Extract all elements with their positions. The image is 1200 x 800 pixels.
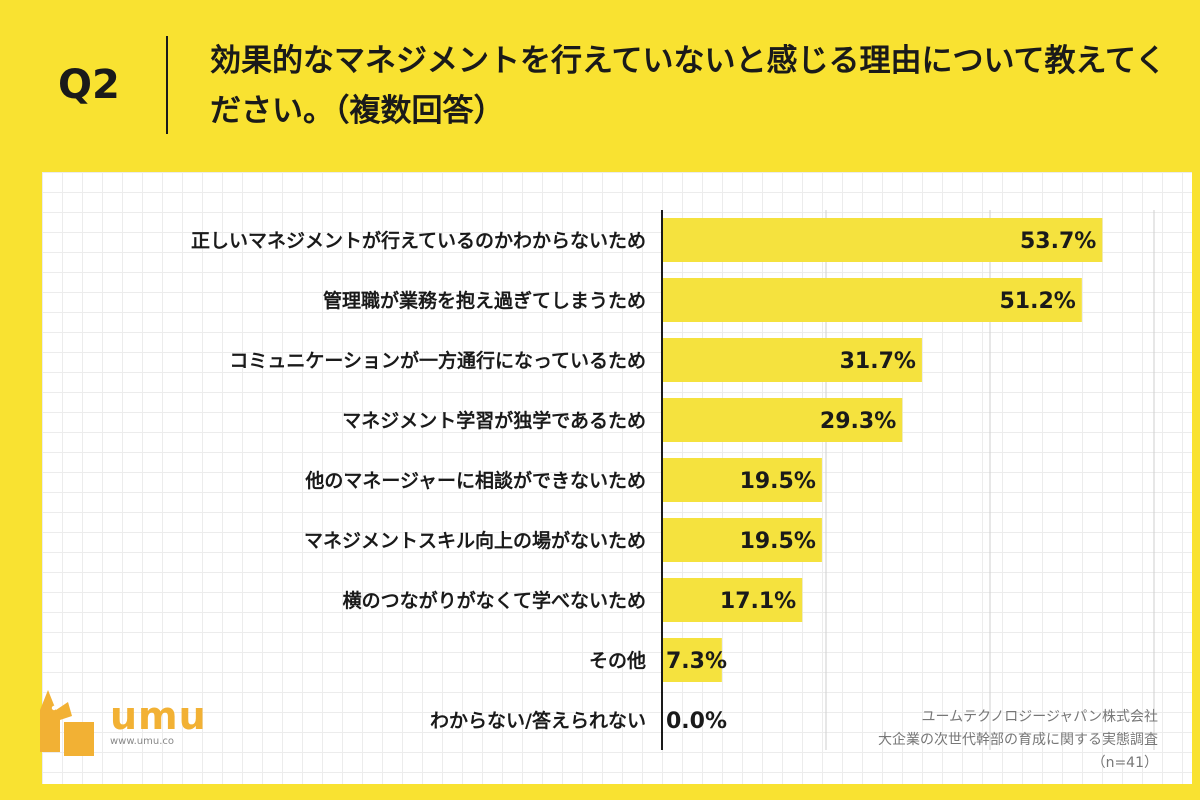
bar-7	[662, 638, 722, 682]
giraffe-logo-icon	[40, 690, 94, 756]
bar-5	[662, 518, 822, 562]
question-title: 効果的なマネジメントを行えていないと感じる理由について教えてください。（複数回答…	[210, 43, 1167, 129]
source-company: ユームテクノロジージャパン株式会社	[921, 709, 1158, 725]
bar-6	[662, 578, 803, 622]
bar-3	[662, 398, 903, 442]
logo-text: umu	[110, 694, 207, 738]
source-survey: 大企業の次世代幹部の育成に関する実態調査	[878, 732, 1158, 748]
chart-panel: 正しいマネジメントが行えているのかわからないため 53.7% 管理職が業務を抱え過ぎ…	[42, 172, 1192, 784]
header-divider	[166, 36, 168, 134]
bar-2	[662, 338, 922, 382]
header: Q2 効果的なマネジメントを行えていないと感じる理由について教えてください。（複…	[0, 0, 1200, 170]
category-label-8: わからない/答えられない	[430, 709, 646, 732]
umu-logo: umu www.umu.co	[38, 682, 218, 762]
category-label-6: 横のつながりがなくて学べないため	[343, 589, 646, 612]
value-label-7: 7.3%	[666, 649, 727, 674]
value-label-0: 53.7%	[1020, 229, 1096, 254]
bar-0	[662, 218, 1103, 262]
category-label-5: マネジメントスキル向上の場がないため	[304, 529, 646, 552]
value-label-6: 17.1%	[720, 589, 796, 614]
value-label-8: 0.0%	[666, 709, 727, 734]
category-label-7: その他	[589, 649, 646, 672]
category-label-4: 他のマネージャーに相談ができないため	[304, 469, 646, 492]
category-label-3: マネジメント学習が独学であるため	[342, 409, 646, 432]
value-label-5: 19.5%	[740, 529, 816, 554]
value-label-3: 29.3%	[820, 409, 896, 434]
value-label-2: 31.7%	[840, 349, 916, 374]
value-label-1: 51.2%	[1000, 289, 1076, 314]
category-label-2: コミュニケーションが一方通行になっているため	[229, 349, 646, 372]
question-label: Q2	[58, 62, 120, 108]
logo-url: www.umu.co	[110, 736, 175, 747]
source-note: ユームテクノロジージャパン株式会社 大企業の次世代幹部の育成に関する実態調査 （…	[878, 706, 1158, 775]
category-label-1: 管理職が業務を抱え過ぎてしまうため	[323, 289, 646, 312]
value-label-4: 19.5%	[740, 469, 816, 494]
source-sample: （n=41）	[1091, 755, 1158, 771]
bar-1	[662, 278, 1082, 322]
category-label-0: 正しいマネジメントが行えているのかわからないため	[191, 229, 646, 252]
bar-4	[662, 458, 822, 502]
bar-chart: 正しいマネジメントが行えているのかわからないため 53.7% 管理職が業務を抱え過ぎ…	[191, 210, 1155, 750]
